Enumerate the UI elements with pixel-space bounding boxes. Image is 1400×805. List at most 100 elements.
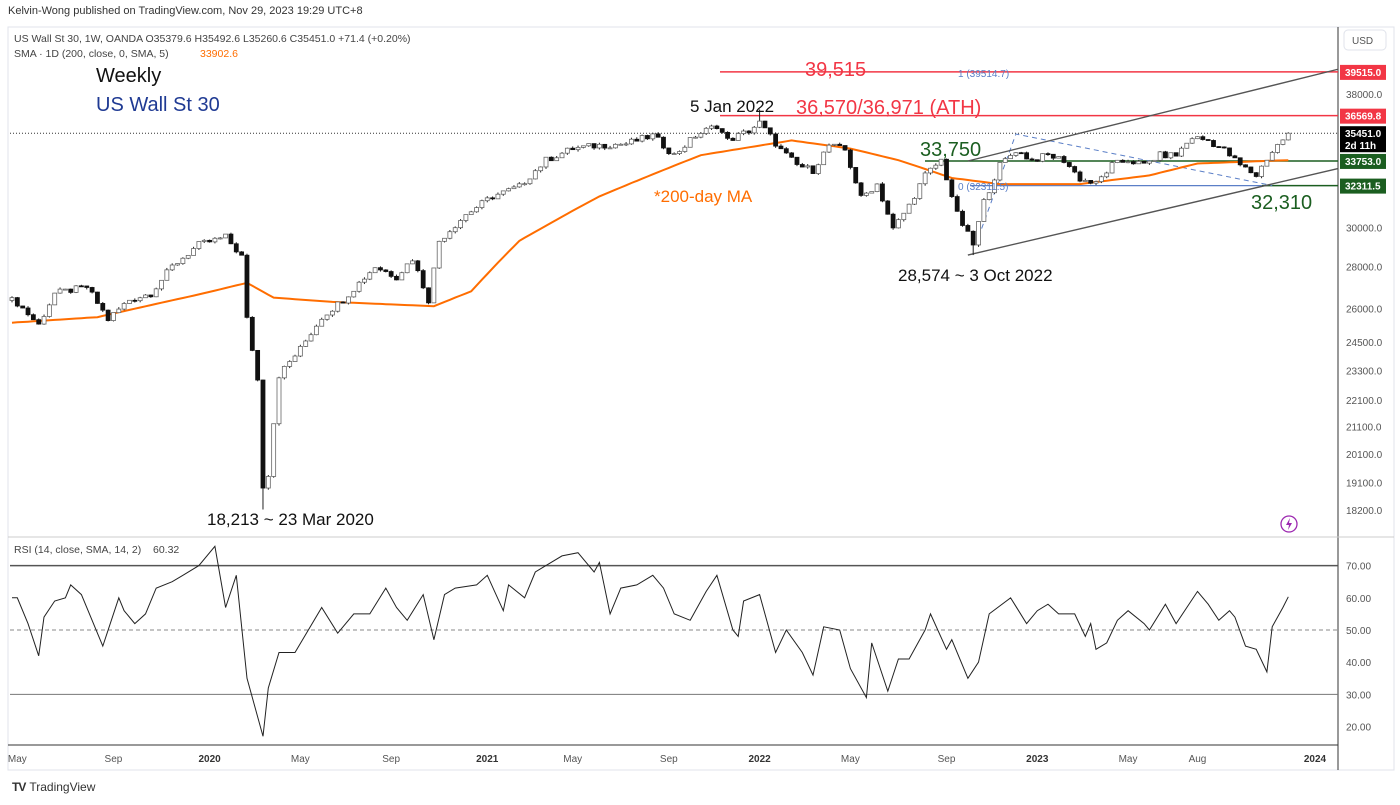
- candle-bullish: [1056, 156, 1062, 159]
- currency-button[interactable]: [1343, 29, 1387, 51]
- candle-bullish: [362, 278, 367, 283]
- rsi-pane: 70.00 60.00 50.00 40.00 30.00 20.00: [10, 545, 1371, 737]
- candle-bearish: [105, 309, 111, 321]
- candle-bullish: [281, 366, 287, 379]
- candle-bearish: [1066, 162, 1072, 167]
- candle-bullish: [522, 183, 528, 186]
- candle-bearish: [1029, 158, 1035, 161]
- candle-bearish: [1173, 152, 1179, 157]
- time-axis[interactable]: May Sep 2020 May Sep 2021 May Sep 2022 May Sep 2023…: [8, 754, 1327, 765]
- candle-bearish: [794, 156, 800, 165]
- candle-bearish: [762, 120, 768, 129]
- price-label-tag: [1340, 126, 1386, 153]
- candle-bearish: [944, 158, 949, 181]
- candle-bullish: [741, 130, 746, 134]
- annotation-jan-date: 5 Jan 2022: [690, 97, 774, 116]
- candle-bearish: [1253, 172, 1259, 177]
- rsi-tick-label: 40.00: [1346, 658, 1371, 669]
- candle-bearish: [79, 285, 84, 288]
- candle-bearish: [1072, 166, 1078, 173]
- candle-bullish: [431, 267, 437, 304]
- price-label-text: 32311.5: [1345, 182, 1381, 193]
- candle-bearish: [1243, 164, 1248, 168]
- lightning-icon[interactable]: [1280, 515, 1298, 533]
- candle-bullish: [922, 172, 928, 185]
- channel-lower-line: [967, 167, 1339, 256]
- candle-bearish: [773, 133, 779, 147]
- candle-bearish: [949, 179, 955, 197]
- candle-bullish: [618, 143, 624, 146]
- annotation-instrument: US Wall St 30: [96, 94, 220, 116]
- annotation-mar-low: 18,213 ~ 23 Mar 2020: [207, 510, 374, 529]
- candle-bullish: [938, 158, 944, 166]
- candle-bearish: [420, 270, 426, 289]
- candle-bullish: [335, 301, 341, 312]
- candle-bearish: [1131, 161, 1136, 165]
- price-label-tag: [1340, 178, 1386, 194]
- candle-bearish: [95, 291, 100, 304]
- candle-bearish: [20, 305, 26, 309]
- candle-bullish: [735, 133, 741, 141]
- candle-bullish: [495, 193, 501, 200]
- candle-bearish: [132, 299, 138, 302]
- candle-bullish: [1098, 176, 1104, 182]
- candle-bullish: [324, 314, 330, 320]
- price-tick-label: 23300.0: [1346, 366, 1383, 377]
- candle-bullish: [436, 240, 442, 269]
- price-tick-label: 20100.0: [1346, 450, 1383, 461]
- candle-bearish: [490, 197, 496, 200]
- candle-bearish: [789, 152, 795, 158]
- candle-bullish: [410, 260, 415, 265]
- candle-bearish: [1034, 159, 1040, 162]
- currency-label: USD: [1352, 36, 1373, 47]
- candle-bearish: [1050, 153, 1056, 159]
- candle-bullish: [751, 126, 757, 134]
- candle-bullish: [271, 423, 277, 477]
- candle-bullish: [57, 288, 63, 294]
- candle-bearish: [858, 182, 864, 196]
- candle-bullish: [1013, 152, 1019, 156]
- time-tick-label: 2022: [748, 754, 771, 765]
- time-tick-label: May: [8, 754, 27, 765]
- candle-bearish: [1237, 157, 1243, 166]
- candle-bullish: [912, 198, 917, 205]
- price-axis[interactable]: 38000.0 30000.0 28000.0 26000.0 24500.0 23300…: [1340, 64, 1386, 517]
- candle-bullish: [46, 304, 52, 317]
- tradingview-logo[interactable]: TV TradingView: [12, 780, 95, 794]
- time-tick-label: 2023: [1026, 754, 1049, 765]
- candle-bearish: [810, 165, 816, 174]
- candle-bearish: [965, 225, 971, 232]
- candle-bearish: [853, 167, 859, 184]
- candle-bullish: [1109, 162, 1115, 174]
- candle-bullish: [1275, 144, 1280, 153]
- candle-bearish: [954, 196, 960, 212]
- candle-bullish: [864, 192, 869, 196]
- rsi-tick-label: 50.00: [1346, 626, 1371, 637]
- candle-bullish: [671, 153, 677, 155]
- candle-bullish: [500, 190, 506, 195]
- candle-bearish: [1205, 139, 1211, 141]
- candle-bearish: [394, 275, 399, 281]
- candle-bullish: [1114, 159, 1120, 163]
- fib-dashed-line: [978, 133, 1273, 238]
- rsi-tick-label: 70.00: [1346, 562, 1371, 573]
- candle-bullish: [677, 151, 682, 154]
- candle-bearish: [1211, 140, 1216, 147]
- candle-bullish: [116, 308, 122, 314]
- candle-bearish: [591, 143, 597, 149]
- candle-bullish: [121, 303, 127, 310]
- candle-bullish: [153, 288, 159, 298]
- time-tick-label: 2024: [1304, 754, 1327, 765]
- candle-bearish: [100, 303, 106, 311]
- candle-bearish: [244, 254, 250, 318]
- candle-bearish: [719, 128, 725, 133]
- candle-bearish: [1077, 171, 1083, 182]
- price-tick-label: 18200.0: [1346, 506, 1383, 517]
- candle-bullish: [1002, 158, 1008, 163]
- candle-bearish: [666, 147, 672, 155]
- candle-bullish: [180, 257, 186, 264]
- candle-bullish: [265, 476, 271, 489]
- time-tick-label: May: [291, 754, 310, 765]
- candle-bearish: [970, 230, 976, 246]
